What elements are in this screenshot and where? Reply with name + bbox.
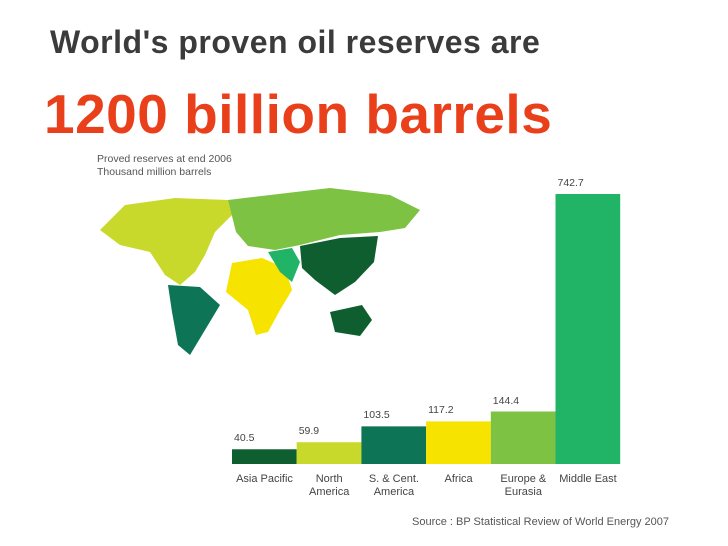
x-tick-label: North America xyxy=(309,473,350,498)
bar xyxy=(232,449,297,464)
x-tick-label: Europe & Eurasia xyxy=(500,473,547,498)
value-label: 117.2 xyxy=(428,404,454,417)
x-tick-label: Africa xyxy=(444,473,473,485)
value-label: 742.7 xyxy=(557,177,584,189)
value-label: 59.9 xyxy=(298,425,320,438)
bar xyxy=(296,442,362,464)
source: Source : BP Statistical Review of World … xyxy=(412,516,669,528)
chart-note: Thousand million barrels xyxy=(97,166,212,178)
x-tick-label: Asia Pacific xyxy=(236,473,293,485)
x-tick-label: Middle East xyxy=(559,473,617,485)
bar xyxy=(490,411,556,464)
value-label: 103.5 xyxy=(363,409,390,422)
value-label: 40.5 xyxy=(234,432,255,445)
bar xyxy=(426,421,491,464)
value-label: 144.4 xyxy=(492,394,520,407)
bar xyxy=(555,194,621,464)
bar xyxy=(361,426,427,464)
slide-title: World's proven oil reserves are xyxy=(50,24,541,60)
x-tick-label: S. & Cent. America xyxy=(368,473,419,498)
world-map xyxy=(100,188,420,355)
headline: 1200 billion barrels xyxy=(44,83,553,145)
chart-note: Proved reserves at end 2006 xyxy=(97,153,232,165)
